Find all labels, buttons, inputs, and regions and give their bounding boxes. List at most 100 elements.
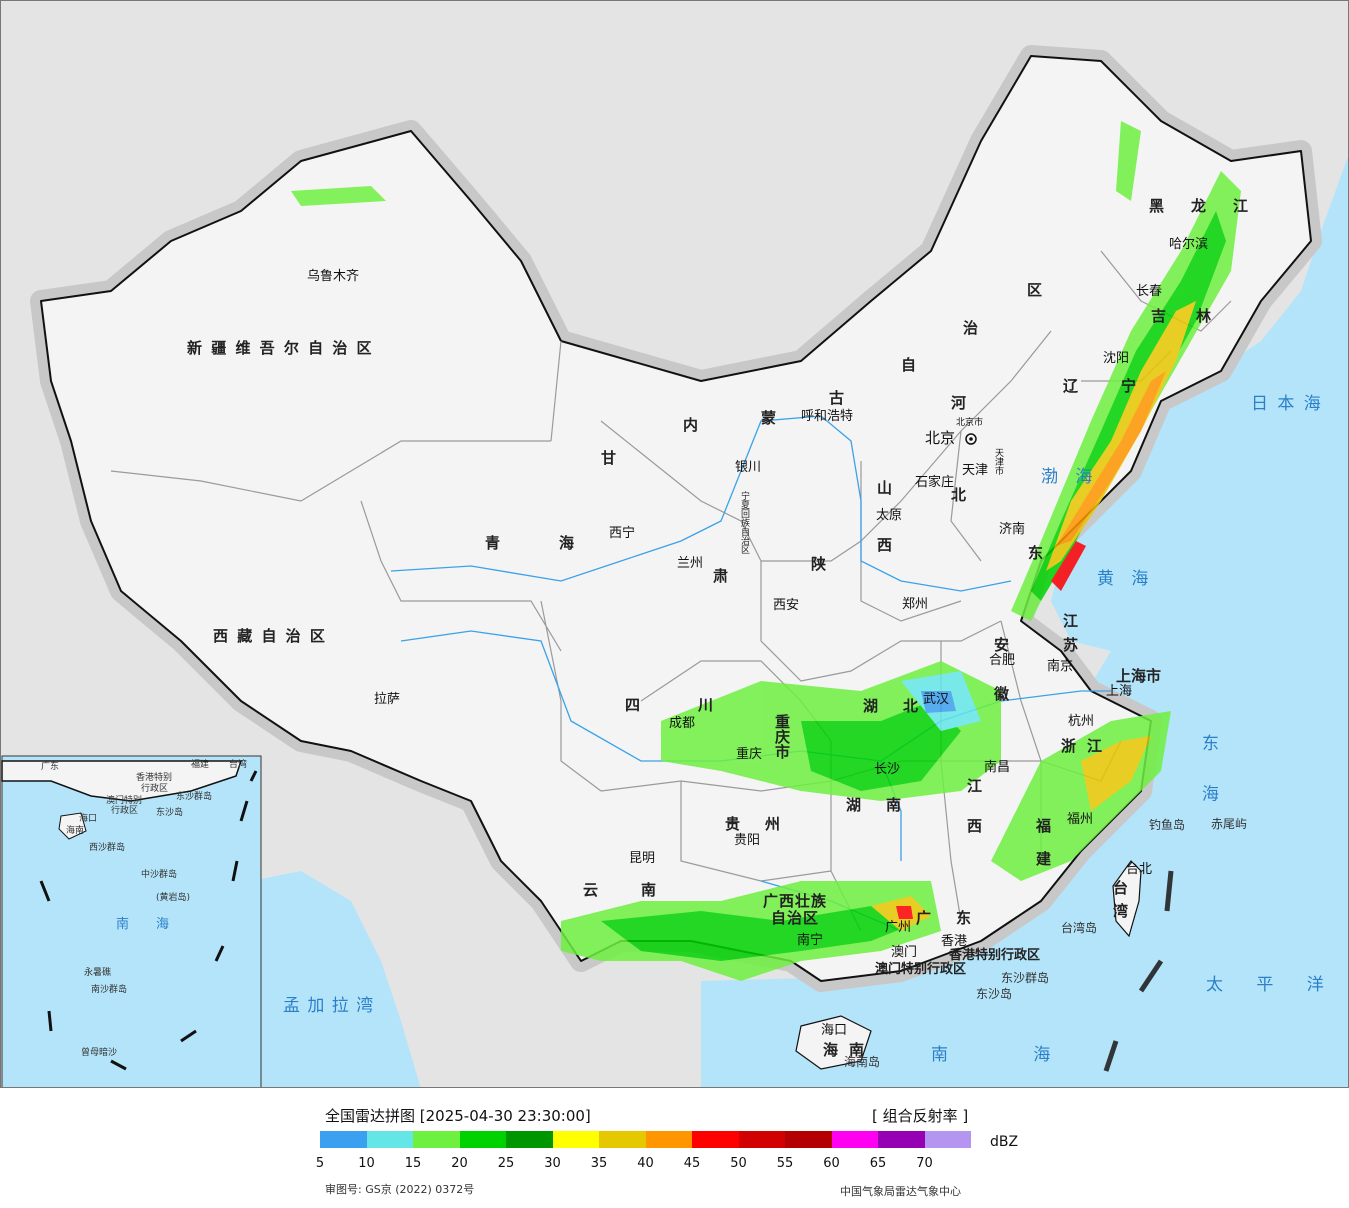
color-swatch [413, 1131, 460, 1148]
producer-credit: 中国气象局雷达气象中心 [840, 1185, 961, 1198]
province-shaanxi: 陕 [811, 555, 829, 573]
city-hefei: 合肥 [989, 653, 1016, 668]
unit-label: dBZ [990, 1134, 1019, 1150]
inset-dongsha-group: 东沙群岛 [176, 792, 213, 802]
island-dongsha: 东沙岛 [976, 987, 1013, 1001]
city-tianjin: 天津 [962, 463, 989, 478]
inset-xisha: 西沙群岛 [89, 843, 126, 853]
inset-hainan [58, 812, 87, 840]
inset-hainan: 海南 [66, 826, 85, 836]
scale-tick-label: 20 [451, 1156, 468, 1171]
inset-nan: 南 [116, 917, 136, 932]
province-guangdong-2: 东 [956, 909, 974, 927]
province-xinjiang: 新 疆 维 吾 尔 自 治 区 [187, 339, 374, 357]
province-hunan-2: 南 [886, 796, 904, 814]
province-sichuan-1: 四 [625, 696, 643, 714]
radar-map[interactable]: 新 疆 维 吾 尔 自 治 区 西 藏 自 治 区 青 海 甘 肃 内 蒙 古 … [0, 0, 1349, 1088]
province-chongqing: 重庆市 [773, 714, 791, 759]
province-neimenggu-4: 自 [901, 356, 919, 374]
inset-taiwan: 台湾 [229, 760, 248, 770]
province-guizhou-1: 贵 [725, 815, 743, 833]
city-guangzhou: 广州 [885, 920, 912, 935]
city-guiyang: 贵阳 [734, 833, 761, 848]
province-neimenggu-5: 治 [963, 319, 981, 337]
color-swatch [924, 1131, 971, 1148]
radar-echoes [291, 121, 1241, 981]
province-zhejiang-2: 江 [1087, 737, 1105, 755]
island-diaoyu: 钓鱼岛 [1149, 818, 1186, 832]
province-heilongjiang-2: 龙 [1191, 197, 1209, 215]
color-swatch [459, 1131, 506, 1148]
province-hebei-2: 北 [951, 486, 969, 504]
city-nanchang: 南昌 [984, 760, 1011, 775]
product-type-label: [ 组合反射率 ] [872, 1107, 969, 1125]
province-qinghai-1: 青 [485, 534, 503, 552]
province-hainan-1: 海 [823, 1041, 841, 1059]
province-xizang: 西 藏 自 治 区 [213, 627, 327, 645]
color-swatch [506, 1131, 553, 1148]
province-guangxi-2: 自治区 [771, 909, 820, 927]
scale-tick-label: 5 [315, 1156, 325, 1171]
color-scale [320, 1131, 971, 1148]
province-heilongjiang-1: 黑 [1149, 197, 1167, 215]
province-guangxi-1: 广西壮族 [763, 892, 828, 910]
province-anhui-1: 安 [994, 636, 1012, 654]
city-xian: 西安 [773, 598, 800, 613]
city-changchun: 长春 [1136, 284, 1163, 299]
capital-marker [965, 433, 977, 445]
map-review-number: 审图号: GS京 (2022) 0372号 [325, 1183, 475, 1196]
label-macau-sar: 澳门特别行政区 [875, 962, 967, 977]
inset-nansha: 南沙群岛 [91, 985, 128, 995]
city-taiyuan: 太原 [876, 508, 903, 523]
city-yinchuan: 银川 [735, 460, 762, 475]
province-yunnan-2: 南 [641, 881, 659, 899]
inset-dongsha: 东沙岛 [156, 808, 184, 818]
inset-hk-2: 行政区 [141, 784, 169, 794]
color-swatch [366, 1131, 413, 1148]
province-jilin-1: 吉 [1151, 307, 1169, 325]
province-fujian-1: 福 [1036, 817, 1054, 835]
color-swatch [831, 1131, 878, 1148]
city-changsha: 长沙 [874, 762, 901, 777]
city-harbin: 哈尔滨 [1169, 237, 1209, 252]
sea-donghai: 东 海 [1198, 734, 1218, 816]
province-hainan-2: 南 [849, 1041, 867, 1059]
taiwan-island [1112, 860, 1142, 938]
city-haikou: 海口 [821, 1023, 848, 1038]
outer-dash-line [1103, 870, 1174, 1072]
island-chiwei: 赤尾屿 [1211, 817, 1248, 831]
inset-zengmu: 曾母暗沙 [81, 1048, 118, 1058]
city-nanning: 南宁 [797, 933, 824, 948]
city-taipei: 台北 [1126, 862, 1153, 877]
city-wuhan: 武汉 [923, 692, 950, 707]
color-swatch [738, 1131, 785, 1148]
color-swatch [692, 1131, 739, 1148]
city-shanghai: 上海 [1106, 684, 1133, 699]
inset-hai: 海 [156, 917, 176, 932]
hainan-island [795, 1015, 872, 1070]
inset-yongshu: 永暑礁 [84, 968, 112, 978]
province-hunan-1: 湖 [846, 796, 864, 814]
city-chengdu: 成都 [669, 716, 696, 731]
sea-nanhai: 南 海 [931, 1045, 1091, 1065]
province-shanxi-1: 山 [877, 479, 895, 497]
province-gansu-2: 肃 [713, 567, 731, 585]
south-china-sea-inset-bg [1, 755, 262, 1087]
bay-of-bengal [251, 871, 421, 1087]
city-lanzhou: 兰州 [677, 556, 704, 571]
sea-bohai: 渤 海 [1041, 467, 1099, 487]
province-neimenggu-3: 古 [829, 389, 847, 407]
scale-tick-label: 50 [730, 1156, 747, 1171]
nine-dash-line [39, 770, 258, 1071]
province-anhui-2: 徽 [994, 685, 1012, 703]
scale-tick-label: 45 [683, 1156, 701, 1171]
color-swatch [320, 1131, 367, 1148]
province-jiangsu-2: 苏 [1063, 636, 1081, 654]
city-jinan: 济南 [999, 522, 1026, 537]
sea-japan: 日 本 海 [1251, 394, 1323, 414]
province-hubei-2: 北 [903, 697, 921, 715]
city-beijing: 北京 [925, 429, 956, 447]
province-heilongjiang-3: 江 [1233, 197, 1251, 215]
inset-hk-1: 香港特别 [136, 773, 173, 783]
